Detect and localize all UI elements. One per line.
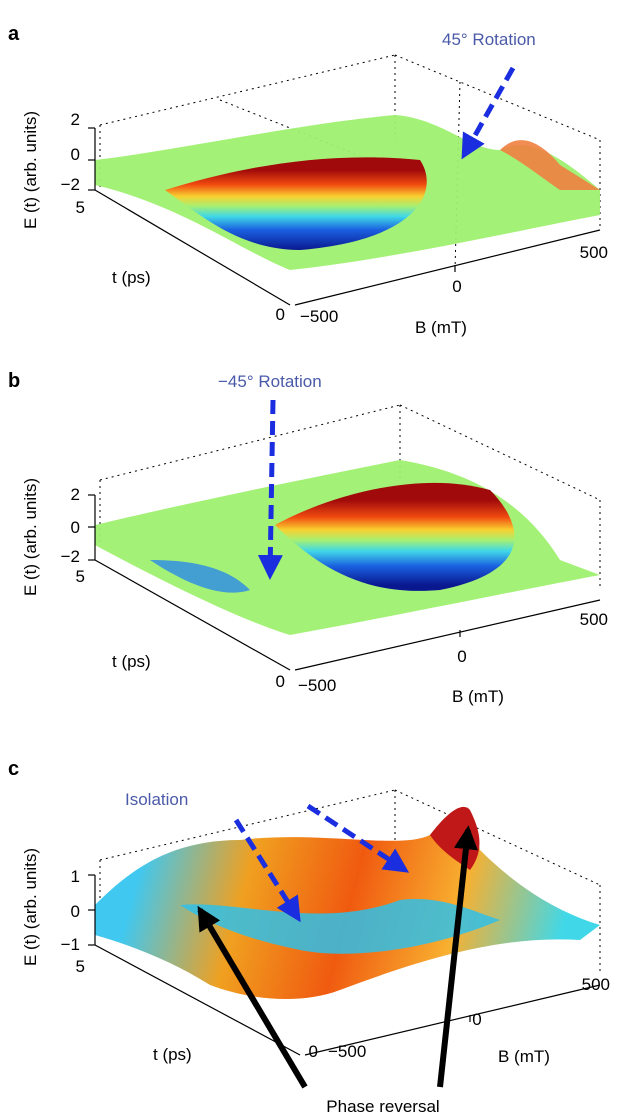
annotation-c-isolation: Isolation (125, 790, 188, 809)
annotation-arrow-c-1 (233, 818, 301, 923)
z-tick-b-2: −2 (61, 547, 80, 566)
axes-c (88, 874, 601, 1056)
x-tick-a-0: −500 (300, 307, 338, 326)
z-label-b: E (t) (arb. units) (21, 478, 40, 596)
surface-b-lobe (275, 482, 515, 591)
x-tick-c-2: 500 (582, 975, 610, 994)
x-label-b: B (mT) (452, 687, 504, 706)
phase-arrow-right (437, 825, 478, 1088)
surface-a-peak (500, 140, 600, 190)
annotation-c-phase: Phase reversal (326, 1097, 439, 1116)
annotation-arrow-b (257, 399, 283, 580)
z-tick-c-0: 1 (71, 867, 80, 886)
panel-a: a 2 0 −2 5 0 −500 (8, 23, 608, 337)
z-label-a: E (t) (arb. units) (21, 111, 40, 229)
surface-c (95, 814, 600, 1000)
y-label-c: t (ps) (153, 1045, 192, 1064)
annotation-arrow-a (461, 66, 516, 160)
panel-label-b: b (8, 370, 20, 392)
surface-a-lobe (165, 157, 427, 250)
annotation-arrow-c-2 (306, 803, 410, 873)
annotation-a: 45° Rotation (442, 30, 536, 49)
z-tick-a-2: −2 (61, 175, 80, 194)
panel-label-a: a (8, 23, 20, 45)
surface-b-dip (150, 560, 250, 593)
x-tick-a-2: 500 (580, 243, 608, 262)
z-tick-a-1: 0 (71, 145, 80, 164)
phase-arrow-left (197, 905, 308, 1089)
y-tick-b-0: 0 (276, 672, 285, 691)
y-tick-c-1: 5 (76, 957, 85, 976)
y-tick-c-0: 0 (309, 1042, 318, 1061)
panel-b: b 2 0 −2 5 0 −500 0 500 E (t) (arb. unit (8, 370, 608, 706)
z-label-c: E (t) (arb. units) (21, 848, 40, 966)
x-tick-c-1: 0 (472, 1010, 481, 1029)
x-tick-b-2: 500 (580, 610, 608, 629)
y-label-b: t (ps) (112, 652, 151, 671)
z-tick-b-0: 2 (71, 485, 80, 504)
z-tick-c-1: 0 (71, 902, 80, 921)
x-tick-c-0: −500 (328, 1042, 366, 1061)
z-tick-c-2: −1 (61, 935, 80, 954)
y-tick-a-0: 0 (276, 305, 285, 324)
x-tick-b-1: 0 (457, 647, 466, 666)
surface-c-trough (180, 899, 500, 954)
x-label-a: B (mT) (415, 318, 467, 337)
annotation-b: −45° Rotation (218, 372, 322, 391)
axes-a (88, 127, 601, 306)
z-tick-a-0: 2 (71, 110, 80, 129)
panel-label-c: c (8, 758, 19, 780)
x-tick-a-1: 0 (452, 277, 461, 296)
x-tick-b-0: −500 (298, 676, 336, 695)
y-tick-a-1: 5 (76, 198, 85, 217)
z-tick-b-1: 0 (71, 518, 80, 537)
y-label-a: t (ps) (112, 268, 151, 287)
y-tick-b-1: 5 (76, 567, 85, 586)
x-label-c: B (mT) (498, 1047, 550, 1066)
axes-b (88, 494, 601, 671)
panel-c: c 1 0 −1 5 0 −500 0 500 E (t) (arb. unit (8, 758, 610, 1116)
